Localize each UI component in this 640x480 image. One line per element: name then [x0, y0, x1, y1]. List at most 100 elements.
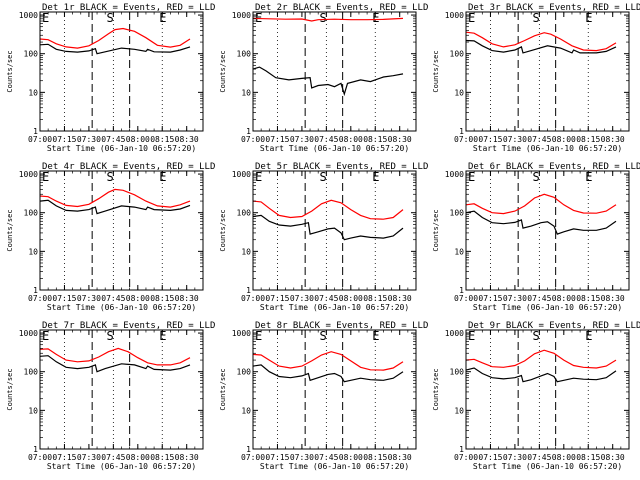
- panel-title: Det 6r BLACK = Events, RED = LLD: [468, 162, 640, 172]
- y-tick-label: 100: [450, 209, 465, 218]
- x-tick-label: 08:30: [175, 135, 199, 144]
- x-tick-label: 08:30: [175, 453, 199, 462]
- series-events: [252, 364, 404, 383]
- x-tick-label: 07:45: [314, 453, 338, 462]
- series-lld: [252, 17, 404, 22]
- x-tick-label: 08:00: [126, 453, 150, 462]
- x-tick-label: 07:00: [28, 453, 52, 462]
- x-tick-label: 08:30: [601, 135, 625, 144]
- x-tick-label: 08:15: [150, 294, 174, 303]
- series-lld: [252, 351, 404, 371]
- x-tick-label: 08:00: [126, 294, 150, 303]
- plot-frame: [465, 170, 630, 291]
- panel-title: Det 8r BLACK = Events, RED = LLD: [255, 321, 428, 331]
- marker-letter: E: [372, 11, 379, 25]
- y-tick-label: 1: [246, 445, 251, 454]
- x-tick-label: 07:30: [290, 453, 314, 462]
- x-tick-label: 07:00: [28, 135, 52, 144]
- x-tick-label: 07:15: [265, 453, 289, 462]
- y-tick-label: 1: [33, 445, 38, 454]
- y-tick-label: 1000: [19, 329, 38, 338]
- y-tick-label: 1000: [232, 329, 251, 338]
- x-tick-label: 08:30: [388, 294, 412, 303]
- y-tick-label: 100: [450, 368, 465, 377]
- x-tick-label: 07:45: [527, 453, 551, 462]
- x-tick-label: 08:00: [339, 135, 363, 144]
- x-tick-label: 08:15: [576, 135, 600, 144]
- y-tick-label: 1: [246, 127, 251, 136]
- marker-letter: S: [319, 11, 326, 25]
- y-tick-label: 1000: [19, 170, 38, 179]
- y-tick-label: 100: [237, 368, 252, 377]
- x-tick-label: 07:30: [77, 294, 101, 303]
- marker-letter: E: [585, 329, 592, 343]
- x-axis-label: Start Time (06-Jan-10 06:57:20): [473, 144, 622, 153]
- x-tick-label: 08:30: [175, 294, 199, 303]
- x-tick-label: 07:45: [314, 294, 338, 303]
- marker-letter: E: [42, 170, 49, 184]
- x-tick-label: 07:15: [265, 294, 289, 303]
- y-tick-label: 1: [246, 286, 251, 295]
- y-tick-label: 100: [24, 209, 39, 218]
- x-tick-label: 08:15: [363, 453, 387, 462]
- x-tick-label: 07:00: [454, 453, 478, 462]
- series-lld: [39, 27, 191, 49]
- series-events: [252, 66, 404, 97]
- marker-letter: S: [106, 329, 113, 343]
- x-tick-label: 07:45: [101, 135, 125, 144]
- marker-letter: E: [255, 170, 262, 184]
- marker-letter: E: [42, 11, 49, 25]
- y-axis-label: Counts/sec: [6, 209, 14, 251]
- marker-letter: S: [319, 329, 326, 343]
- x-tick-label: 07:45: [527, 294, 551, 303]
- x-axis-label: Start Time (06-Jan-10 06:57:20): [260, 462, 409, 471]
- y-tick-label: 1000: [445, 11, 464, 20]
- marker-letter: E: [585, 170, 592, 184]
- marker-letter: E: [468, 11, 475, 25]
- x-tick-label: 07:30: [503, 453, 527, 462]
- y-tick-label: 100: [450, 50, 465, 59]
- x-tick-label: 07:15: [265, 135, 289, 144]
- marker-letter: S: [532, 11, 539, 25]
- panel-title: Det 9r BLACK = Events, RED = LLD: [468, 321, 640, 331]
- marker-letter: E: [468, 329, 475, 343]
- x-tick-label: 07:15: [52, 135, 76, 144]
- y-axis-label: Counts/sec: [6, 50, 14, 92]
- x-tick-label: 07:45: [101, 453, 125, 462]
- x-axis-label: Start Time (06-Jan-10 06:57:20): [47, 462, 196, 471]
- plot-frame: [39, 170, 204, 291]
- x-tick-label: 07:00: [454, 135, 478, 144]
- x-tick-label: 08:15: [150, 135, 174, 144]
- x-tick-label: 07:15: [478, 135, 502, 144]
- x-axis-label: Start Time (06-Jan-10 06:57:20): [473, 303, 622, 312]
- marker-letter: E: [159, 329, 166, 343]
- y-tick-label: 1000: [19, 11, 38, 20]
- x-axis-label: Start Time (06-Jan-10 06:57:20): [473, 462, 622, 471]
- marker-letter: S: [106, 170, 113, 184]
- panel-title: Det 7r BLACK = Events, RED = LLD: [42, 321, 215, 331]
- panel-title: Det 2r BLACK = Events, RED = LLD: [255, 3, 428, 13]
- series-events: [39, 199, 191, 215]
- x-tick-label: 08:30: [601, 453, 625, 462]
- marker-letter: E: [159, 170, 166, 184]
- x-tick-label: 08:00: [552, 453, 576, 462]
- plot-frame: [465, 11, 630, 132]
- marker-letter: E: [585, 11, 592, 25]
- x-axis-label: Start Time (06-Jan-10 06:57:20): [260, 303, 409, 312]
- x-tick-label: 08:15: [150, 453, 174, 462]
- plot-frame: [39, 329, 204, 450]
- x-tick-label: 07:15: [478, 453, 502, 462]
- y-axis-label: Counts/sec: [219, 50, 227, 92]
- marker-letter: S: [532, 170, 539, 184]
- y-tick-label: 1: [33, 286, 38, 295]
- x-tick-label: 07:00: [241, 294, 265, 303]
- x-tick-label: 07:30: [290, 294, 314, 303]
- plot-frame: [252, 329, 417, 450]
- series-events: [39, 43, 191, 55]
- x-tick-label: 08:15: [363, 294, 387, 303]
- x-tick-label: 07:15: [52, 453, 76, 462]
